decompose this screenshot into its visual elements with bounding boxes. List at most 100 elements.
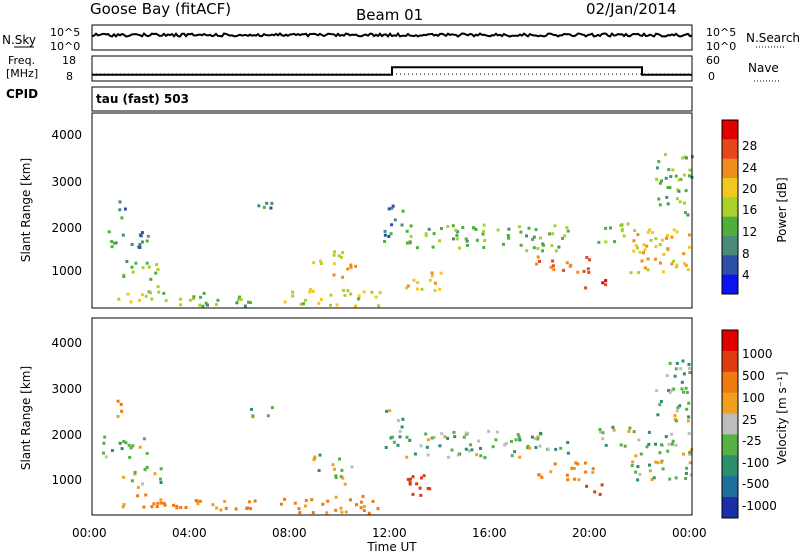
power-cell-0-0: [130, 243, 134, 246]
velocity-cell-9-4: [385, 409, 389, 413]
power-cell-11-23: [525, 234, 528, 238]
power-cell-16-29: [669, 175, 673, 179]
power-cell-11-20: [502, 242, 505, 246]
noise-sky-trace: [91, 31, 693, 38]
power-cell-15-37: [638, 250, 642, 254]
velocity-cell-12-14: [591, 467, 595, 471]
velocity-cell-12-8: [572, 467, 576, 470]
velocity-cell-3-9: [159, 481, 163, 484]
power-cell-6-19: [342, 288, 345, 292]
power-cell-10-9: [406, 284, 410, 288]
power-cell-3-12: [130, 265, 134, 269]
velocity-cell-11-15: [440, 432, 444, 436]
power-cell-3-1: [125, 260, 129, 263]
velocity-cell-2-4: [163, 503, 167, 507]
velocity-cell-6-12: [376, 507, 380, 511]
power-cell-11-4: [455, 237, 459, 241]
power-cell-11-49: [461, 226, 465, 229]
power-cell-15-40: [654, 257, 657, 261]
noise-left-label: N.Sky: [2, 33, 36, 47]
power-cell-4-0: [199, 295, 203, 299]
power-cell-15-10: [688, 245, 691, 249]
velocity-cell-6-3: [311, 511, 315, 515]
power-cell-11-60: [554, 249, 558, 253]
power-cell-6-3: [309, 288, 312, 292]
power-cell-16-14: [657, 197, 661, 201]
velocity-cell-12-15: [549, 470, 553, 474]
velocity-cell-11-11: [479, 447, 482, 450]
power-cell-5-4: [269, 206, 273, 210]
power-cell-11-36: [507, 236, 511, 240]
vel-cbar-swatch-5: [722, 434, 738, 456]
velocity-cell-16-28: [687, 401, 691, 405]
power-ylabel: Slant Range [km]: [19, 158, 33, 262]
velocity-cell-1-0: [116, 399, 120, 403]
frequency-panel: Freq. [MHz] 18 8 60 0 Nave: [6, 54, 780, 83]
power-cell-3-3: [134, 261, 138, 265]
velocity-cell-15-1: [650, 478, 654, 481]
velocity-cell-11-52: [438, 444, 442, 448]
velocity-cell-4-4: [247, 500, 251, 504]
velocity-cell-11-14: [538, 444, 542, 448]
power-cell-11-59: [482, 223, 486, 227]
velocity-cell-16-3: [678, 404, 682, 408]
velocity-cell-0-3: [122, 440, 126, 443]
power-cell-6-15: [362, 290, 366, 294]
power-cell-15-18: [666, 247, 670, 251]
power-cell-11-45: [551, 232, 555, 236]
power-cell-11-5: [483, 239, 487, 243]
velocity-cell-9-5: [396, 443, 400, 447]
power-cell-9-2: [401, 209, 405, 213]
power-cell-14-3: [604, 226, 608, 230]
power-cell-7-2: [341, 251, 345, 255]
velocity-cell-16-20: [658, 403, 662, 407]
velocity-cell-2-3: [142, 505, 146, 509]
power-cell-12-9: [535, 262, 538, 266]
velocity-cell-1-1: [116, 415, 120, 418]
velocity-cell-10-2: [428, 487, 432, 491]
power-cell-12-8: [565, 261, 569, 265]
velocity-cell-11-20: [462, 435, 466, 439]
velocity-cell-16-26: [682, 372, 686, 376]
velocity-cell-16-32: [673, 414, 677, 418]
power-cell-16-6: [665, 195, 669, 199]
velocity-cell-11-33: [470, 448, 474, 452]
power-cell-6-13: [311, 289, 315, 293]
velocity-cell-0-11: [110, 449, 114, 452]
power-cell-2-8: [162, 291, 166, 295]
velocity-cell-9-8: [396, 419, 400, 423]
velocity-cell-7-1: [318, 453, 322, 457]
power-cell-16-0: [666, 202, 670, 206]
cpid-frame: [91, 86, 693, 112]
xtick-0400: 04:00: [172, 526, 207, 540]
power-cell-1-3: [123, 207, 127, 211]
power-cell-15-11: [636, 246, 639, 250]
power-cell-11-2: [527, 226, 531, 230]
cpid-value: tau (fast) 503: [96, 92, 189, 106]
power-cell-11-31: [563, 234, 567, 238]
velocity-cell-0-0: [104, 455, 108, 459]
velocity-cell-11-17: [408, 438, 412, 442]
power-cell-4-15: [248, 301, 252, 305]
power-cell-3-0: [156, 268, 160, 271]
velocity-cell-7-7: [338, 457, 341, 461]
velocity-cell-11-16: [566, 441, 570, 444]
velocity-cell-6-8: [344, 510, 348, 514]
power-cell-11-25: [465, 239, 469, 243]
velocity-cell-14-3: [601, 437, 605, 441]
power-cell-15-19: [675, 265, 678, 269]
velocity-cell-6-21: [362, 509, 366, 512]
velocity-cell-4-7: [224, 506, 228, 510]
power-cell-4-19: [216, 298, 220, 302]
velocity-cell-16-4: [686, 419, 690, 423]
velocity-cell-9-0: [398, 435, 402, 439]
velocity-cell-11-59: [413, 452, 417, 456]
power-cell-11-17: [481, 230, 485, 234]
vel-cbar-tick-m25: -25: [742, 434, 762, 448]
velocity-cell-15-28: [660, 460, 664, 464]
velocity-cell-10-6: [422, 474, 426, 478]
power-cell-11-47: [566, 229, 570, 233]
power-cell-0-2: [107, 230, 111, 234]
power-cell-11-52: [475, 238, 479, 242]
velocity-cell-15-45: [687, 432, 691, 436]
